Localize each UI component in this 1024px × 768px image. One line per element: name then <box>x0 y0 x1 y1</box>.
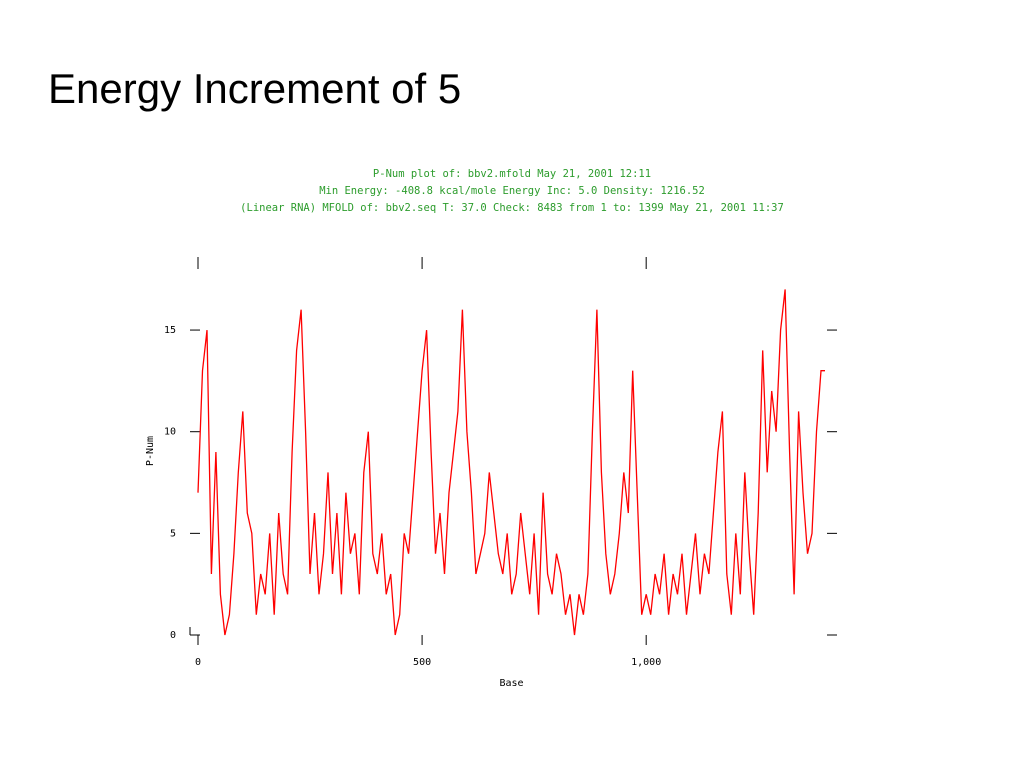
chart-header: P-Num plot of: bbv2.mfold May 21, 2001 1… <box>373 168 651 180</box>
y-tick-label: 0 <box>170 630 176 641</box>
slide-title: Energy Increment of 5 <box>48 65 461 112</box>
data-line <box>197 289 825 636</box>
y-axis-label: P-Num <box>145 436 156 466</box>
x-tick-label: 0 <box>195 657 201 668</box>
x-tick-label: 1,000 <box>631 657 661 668</box>
x-axis-label: Base <box>499 678 523 689</box>
y-tick-label: 10 <box>164 427 176 438</box>
y-tick-label: 5 <box>170 528 176 539</box>
x-tick-label: 500 <box>413 657 431 668</box>
y-tick-label: 15 <box>164 325 176 336</box>
chart-header: Min Energy: -408.8 kcal/mole Energy Inc:… <box>319 185 705 197</box>
chart-header: (Linear RNA) MFOLD of: bbv2.seq T: 37.0 … <box>240 202 784 214</box>
